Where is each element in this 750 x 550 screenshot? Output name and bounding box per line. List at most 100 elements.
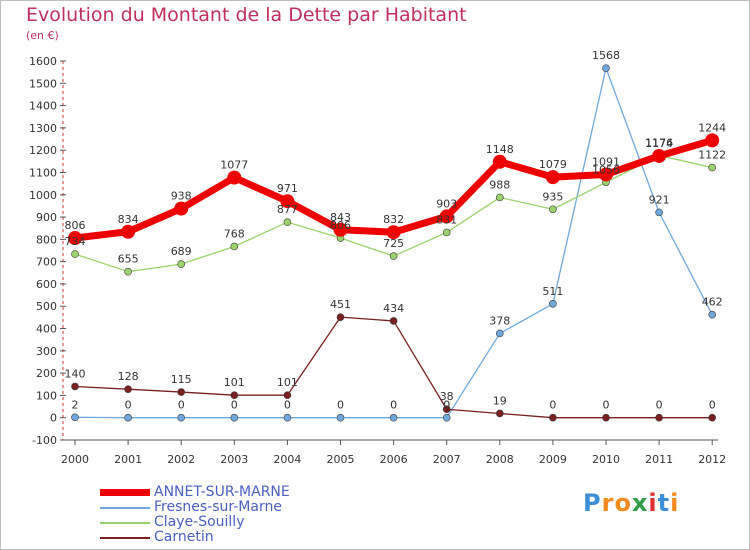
data-point <box>230 413 239 422</box>
data-point <box>124 267 132 276</box>
data-point <box>124 413 132 422</box>
data-label: 38 <box>440 390 454 403</box>
legend: ANNET-SUR-MARNE Fresnes-sur-Marne Claye-So… <box>100 485 290 545</box>
logo-letter: i <box>670 489 680 517</box>
data-point <box>652 148 667 163</box>
data-point <box>177 388 185 396</box>
data-label: 0 <box>656 399 663 412</box>
data-point <box>549 205 557 214</box>
data-label: 0 <box>337 399 344 412</box>
y-tick-label: 1300 <box>29 122 57 135</box>
data-label: 1176 <box>645 137 673 150</box>
data-label: 921 <box>649 193 670 206</box>
data-point <box>124 385 132 393</box>
y-tick-label: 100 <box>36 389 57 402</box>
y-tick-label: 900 <box>36 211 57 224</box>
data-point <box>655 413 663 422</box>
data-point <box>121 224 136 239</box>
x-tick-label: 2009 <box>539 453 567 466</box>
logo-letter: o <box>614 489 632 517</box>
data-point <box>174 201 189 216</box>
data-point <box>545 170 560 185</box>
data-point <box>708 163 717 172</box>
data-point <box>492 154 507 169</box>
series-layer <box>68 64 720 422</box>
data-point <box>442 228 451 237</box>
y-tick-label: 300 <box>36 345 57 358</box>
data-label: 0 <box>709 399 716 412</box>
y-tick-label: 1000 <box>29 189 57 202</box>
legend-swatch <box>100 506 150 509</box>
data-point <box>227 170 242 185</box>
data-label: 462 <box>702 296 723 309</box>
data-label: 451 <box>330 298 351 311</box>
y-tick-label: 800 <box>36 233 57 246</box>
data-label: 0 <box>443 399 450 412</box>
data-label: 903 <box>436 197 457 210</box>
data-point <box>655 208 663 217</box>
y-tick-label: 200 <box>36 367 57 380</box>
data-point <box>230 242 239 251</box>
data-label: 1079 <box>539 158 567 171</box>
legend-label: Fresnes-sur-Marne <box>154 499 282 515</box>
data-point <box>495 193 504 202</box>
data-point <box>495 409 504 418</box>
data-label: 101 <box>224 376 245 389</box>
data-point <box>71 250 79 258</box>
x-tick-label: 2012 <box>698 453 726 466</box>
data-point <box>549 413 557 422</box>
chart-title: Evolution du Montant de la Dette par Hab… <box>26 4 467 26</box>
data-label: 140 <box>65 367 86 380</box>
y-tick-label: 1100 <box>29 166 57 179</box>
data-label: 0 <box>284 399 291 412</box>
legend-item: ANNET-SUR-MARNE <box>100 485 290 500</box>
x-tick-label: 2010 <box>592 453 620 466</box>
data-point <box>495 329 504 338</box>
data-label: 0 <box>603 399 610 412</box>
x-tick-label: 2008 <box>486 453 514 466</box>
y-tick-label: 1200 <box>29 144 57 157</box>
data-label: 101 <box>277 376 298 389</box>
data-label: 1148 <box>486 143 514 156</box>
data-point <box>336 413 345 422</box>
logo-letter: x <box>631 489 649 517</box>
data-label: 843 <box>330 211 351 224</box>
logo-letter: i <box>648 489 658 517</box>
data-point <box>599 167 613 182</box>
data-point <box>283 413 292 422</box>
legend-label: ANNET-SUR-MARNE <box>154 484 290 500</box>
data-point <box>602 64 610 72</box>
data-point <box>71 382 79 391</box>
data-label: 1091 <box>592 155 620 168</box>
data-label: 938 <box>171 190 192 203</box>
x-tick-label: 2000 <box>61 453 89 466</box>
y-tick-label: -100 <box>32 434 57 447</box>
data-label: 1244 <box>698 121 726 134</box>
data-label: 19 <box>493 394 507 407</box>
data-label: 0 <box>390 399 397 412</box>
legend-item: Fresnes-sur-Marne <box>100 500 290 515</box>
data-label: 831 <box>436 213 457 226</box>
data-label: 768 <box>224 227 245 240</box>
data-point <box>442 405 451 414</box>
legend-swatch <box>100 521 150 524</box>
data-point <box>389 413 398 422</box>
legend-item: Carnetin <box>100 530 290 545</box>
data-label: 1056 <box>592 163 620 176</box>
x-tick-label: 2003 <box>220 453 248 466</box>
data-label: 1122 <box>698 149 726 162</box>
axes: -100010020030040050060070080090010001100… <box>29 55 726 466</box>
data-label: 0 <box>125 399 132 412</box>
data-point <box>336 313 345 321</box>
data-label: 734 <box>65 235 86 248</box>
data-point <box>283 218 292 226</box>
data-point <box>230 391 239 399</box>
y-tick-label: 0 <box>50 412 57 425</box>
data-label: 877 <box>277 203 298 216</box>
data-label: 689 <box>171 245 192 258</box>
data-point <box>389 252 398 260</box>
data-labels: 806 834 938 1077 971 843 832 903 1148 1079 1091 117… <box>65 49 727 412</box>
y-tick-label: 1400 <box>29 100 57 113</box>
legend-label: Carnetin <box>154 529 214 545</box>
